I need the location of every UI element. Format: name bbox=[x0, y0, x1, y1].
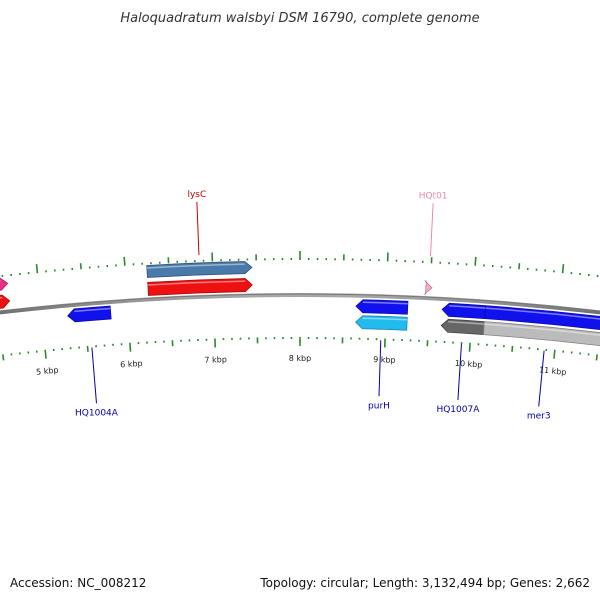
tick-label: 5 kbp bbox=[36, 366, 59, 377]
feature-highlight bbox=[485, 307, 600, 320]
feature-HQ1004A bbox=[67, 305, 112, 323]
feature-highlight bbox=[74, 307, 111, 313]
inner-tick bbox=[129, 342, 132, 352]
feature-HQt01 bbox=[423, 280, 433, 295]
outer-tick bbox=[474, 256, 477, 266]
outer-tick bbox=[561, 264, 565, 274]
feature-highlight bbox=[484, 323, 600, 336]
tick-label: 8 kbp bbox=[289, 354, 311, 363]
inner-tick bbox=[595, 354, 598, 361]
outer-tick bbox=[518, 263, 521, 270]
inner-tick bbox=[2, 354, 5, 361]
feature-gray-light-1 bbox=[483, 321, 600, 347]
outer-tick bbox=[35, 264, 39, 274]
feature-highlight bbox=[362, 317, 408, 321]
map-title: Haloquadratum walsbyi DSM 16790, complet… bbox=[120, 11, 479, 26]
feature-gray-dark-1 bbox=[440, 318, 485, 336]
gene-label-HQ1004A: HQ1004A bbox=[75, 408, 119, 418]
feature-cyan-1 bbox=[355, 315, 408, 331]
feature-lysC bbox=[147, 278, 253, 296]
inner-tick bbox=[86, 345, 89, 352]
gene-label-lysC: lysC bbox=[187, 190, 206, 200]
leader-HQ1004A bbox=[91, 347, 97, 404]
backbone-arc-edge bbox=[0, 293, 600, 313]
feature-HQ1007A bbox=[441, 302, 486, 320]
tick-label: 7 kbp bbox=[204, 355, 227, 365]
feature-highlight bbox=[0, 296, 3, 299]
inner-tick bbox=[468, 342, 471, 352]
leader-HQt01 bbox=[429, 203, 434, 257]
feature-steelblue-1 bbox=[146, 261, 253, 278]
tick-label: 9 kbp bbox=[373, 355, 396, 365]
tick-label: 6 kbp bbox=[120, 359, 143, 369]
outer-tick-ring bbox=[1, 251, 599, 278]
feature-pink-1 bbox=[0, 277, 9, 291]
inner-tick bbox=[44, 349, 47, 359]
gene-label-purH: purH bbox=[368, 401, 390, 411]
accession-text: Accession: NC_008212 bbox=[10, 576, 147, 590]
tick-label: 10 kbp bbox=[455, 359, 483, 370]
feature-highlight bbox=[146, 263, 245, 269]
feature-highlight bbox=[147, 280, 246, 286]
gene-label-HQt01: HQt01 bbox=[419, 191, 448, 201]
tick-labels: 5 kbp 6 kbp 7 kbp 8 kbp 9 kbp 10 kbp 11 kbp bbox=[36, 354, 567, 377]
gene-label-HQ1007A: HQ1007A bbox=[436, 405, 480, 415]
feature-tracks bbox=[0, 261, 600, 347]
label-leaders bbox=[91, 201, 545, 407]
outer-tick bbox=[79, 263, 82, 270]
backbone-arc bbox=[0, 293, 600, 315]
genome-summary-text: Topology: circular; Length: 3,132,494 bp… bbox=[260, 576, 590, 590]
feature-highlight bbox=[362, 301, 408, 305]
leader-HQ1007A bbox=[457, 344, 462, 401]
leader-mer3 bbox=[538, 350, 545, 407]
feature-red-1 bbox=[0, 294, 11, 309]
inner-tick-ring bbox=[2, 337, 598, 361]
gene-label-mer3: mer3 bbox=[527, 411, 551, 421]
inner-tick bbox=[553, 349, 556, 359]
tick-label: 11 kbp bbox=[539, 365, 567, 377]
gene-labels: lysC HQt01 HQ1004A purH HQ1007A mer3 bbox=[75, 190, 551, 421]
leader-purH bbox=[378, 340, 382, 397]
outer-tick bbox=[123, 256, 126, 266]
inner-tick bbox=[511, 345, 514, 352]
feature-mer3 bbox=[484, 305, 600, 330]
feature-purH bbox=[355, 299, 409, 315]
genome-backbone bbox=[0, 293, 600, 315]
leader-lysC bbox=[196, 201, 200, 255]
